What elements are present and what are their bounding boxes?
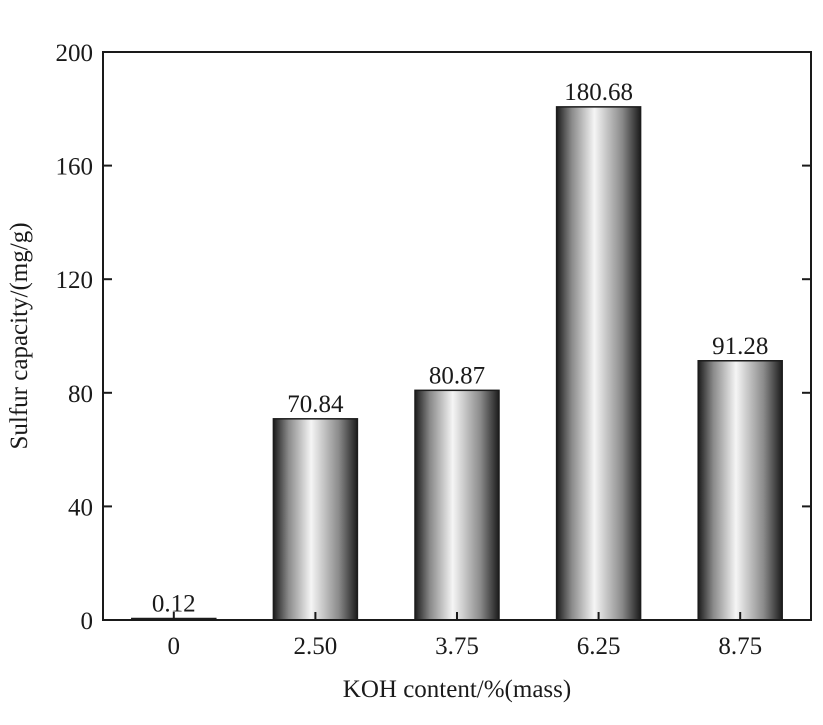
y-tick-label-3: 120 [56,267,94,294]
x-tick-label-3: 6.25 [577,633,621,660]
bar-3 [555,106,642,621]
bar-value-label-1: 70.84 [287,391,344,418]
y-axis-ticks: 0 40 80 120 160 200 [56,40,811,635]
bar-value-label-4: 91.28 [712,333,768,360]
bar-1 [272,418,359,621]
x-axis-ticks: 0 2.50 3.75 6.25 8.75 [168,612,762,660]
y-tick-label-5: 200 [56,40,94,67]
y-tick-label-0: 0 [81,608,94,635]
x-tick-label-1: 2.50 [294,633,338,660]
x-tick-label-0: 0 [168,633,181,660]
x-axis-title: KOH content/%(mass) [343,676,571,703]
x-tick-label-4: 8.75 [718,633,762,660]
x-tick-label-2: 3.75 [435,633,479,660]
y-tick-label-1: 40 [68,494,93,521]
y-tick-label-2: 80 [68,381,93,408]
bar-2 [414,389,500,621]
y-tick-label-4: 160 [56,154,94,181]
bar-value-label-3: 180.68 [564,79,633,106]
bars-group [131,106,783,621]
bar-value-label-2: 80.87 [429,362,485,389]
bar-4 [697,360,783,621]
y-axis-title: Sulfur capacity/(mg/g) [6,222,33,449]
